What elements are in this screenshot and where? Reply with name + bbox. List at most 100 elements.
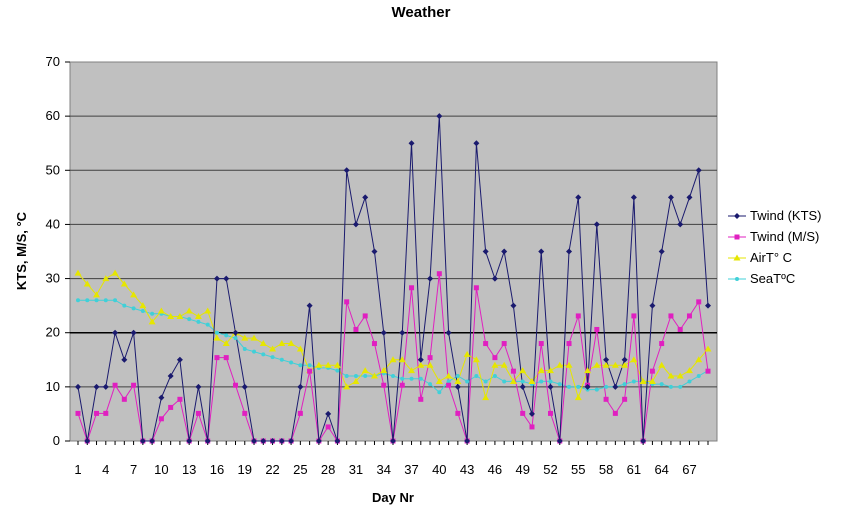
data-point: [621, 361, 629, 368]
data-point: [445, 329, 452, 336]
data-point: [279, 357, 284, 362]
data-point: [297, 410, 303, 416]
data-point: [269, 438, 276, 444]
data-point: [417, 356, 424, 363]
data-point: [575, 313, 581, 319]
data-point: [520, 379, 525, 384]
x-tick-label: 25: [293, 462, 307, 477]
data-point: [538, 341, 544, 347]
data-point: [463, 350, 471, 357]
data-point: [408, 367, 416, 374]
data-point: [120, 280, 128, 287]
data-point: [93, 291, 101, 298]
legend-entry: AirT° C: [750, 250, 792, 265]
data-point: [612, 410, 618, 416]
y-tick-label: 30: [46, 271, 60, 286]
data-point: [566, 341, 572, 347]
data-point: [252, 349, 257, 354]
data-point: [428, 382, 433, 387]
data-point: [436, 271, 442, 277]
data-point: [224, 333, 229, 338]
data-point: [491, 361, 499, 368]
data-point: [455, 410, 461, 416]
data-point: [380, 329, 387, 336]
data-point: [187, 317, 192, 322]
data-point: [659, 341, 665, 347]
data-point: [130, 329, 137, 336]
data-point: [593, 221, 600, 228]
x-axis-ticks: 1 4 7 10 13 16 19 22 25 28 31 34 37 40 43 46 49 52 55 58 61 6…: [74, 441, 709, 477]
data-point: [427, 355, 433, 361]
data-point: [667, 372, 675, 379]
data-point: [611, 361, 619, 368]
data-point: [399, 382, 405, 388]
data-point: [158, 394, 165, 401]
data-point: [622, 382, 627, 387]
y-axis-ticks: 0 10 20 30 40 50 60 70: [46, 54, 70, 448]
data-point: [389, 356, 397, 363]
data-point: [631, 313, 637, 319]
data-point: [547, 367, 554, 374]
data-point: [510, 302, 517, 309]
x-tick-label: 16: [210, 462, 224, 477]
data-point: [574, 394, 582, 401]
data-point: [695, 167, 702, 174]
data-point: [112, 329, 119, 336]
data-point: [307, 368, 313, 374]
data-point: [288, 438, 295, 444]
data-point: [538, 248, 545, 255]
data-point: [113, 298, 118, 303]
data-point: [435, 377, 443, 384]
x-tick-label: 31: [349, 462, 363, 477]
data-point: [696, 299, 702, 305]
legend: Twind (KTS) Twind (M/S) AirT° C SeaTºC: [728, 208, 822, 286]
data-point: [473, 140, 480, 147]
data-point: [112, 382, 118, 388]
data-point: [528, 377, 536, 384]
legend-swatch-marker: [733, 254, 741, 261]
data-point: [537, 367, 545, 374]
data-point: [687, 379, 692, 384]
data-point: [205, 322, 210, 327]
data-point: [556, 438, 563, 444]
data-point: [242, 410, 248, 416]
data-point: [658, 361, 666, 368]
data-point: [548, 410, 553, 416]
data-point: [102, 383, 109, 390]
data-point: [344, 374, 349, 379]
data-point: [213, 334, 221, 341]
data-point: [483, 341, 489, 347]
data-point: [454, 377, 462, 384]
data-point: [482, 248, 489, 255]
data-point: [325, 424, 331, 430]
data-point: [539, 379, 544, 384]
data-point: [455, 374, 460, 379]
x-tick-label: 49: [515, 462, 529, 477]
y-tick-label: 60: [46, 108, 60, 123]
legend-entry: SeaTºC: [750, 271, 795, 286]
data-point: [622, 396, 628, 402]
data-point: [121, 356, 128, 363]
data-point: [677, 221, 684, 228]
data-point: [465, 379, 470, 384]
data-point: [296, 345, 304, 352]
data-point: [603, 396, 609, 402]
data-point: [630, 194, 637, 201]
data-point: [464, 438, 471, 444]
data-point: [214, 330, 219, 335]
data-point: [567, 384, 572, 389]
data-point: [130, 291, 138, 298]
data-point: [492, 374, 497, 379]
data-point: [148, 318, 156, 325]
data-point: [548, 379, 553, 384]
data-point: [604, 384, 609, 389]
data-point: [223, 275, 230, 282]
y-tick-label: 50: [46, 162, 60, 177]
data-point: [639, 377, 647, 384]
data-point: [213, 275, 220, 282]
data-point: [333, 361, 341, 368]
data-point: [381, 382, 387, 388]
data-point: [417, 361, 425, 368]
data-point: [630, 356, 638, 363]
data-point: [185, 307, 193, 314]
